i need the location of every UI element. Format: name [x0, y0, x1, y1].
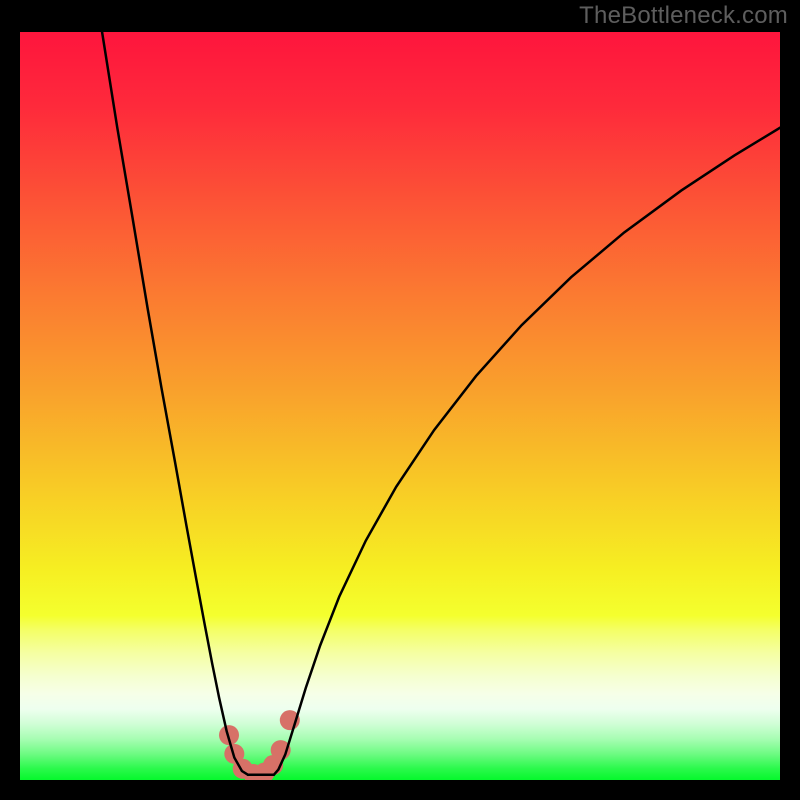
plot-area — [20, 32, 780, 780]
frame-border-right — [780, 0, 800, 800]
frame-border-bottom — [0, 780, 800, 800]
bottleneck-curve-svg — [20, 32, 780, 780]
frame-border-left — [0, 0, 20, 800]
chart-frame: TheBottleneck.com — [0, 0, 800, 800]
curve-left-branch — [102, 32, 248, 775]
watermark-text: TheBottleneck.com — [579, 2, 788, 30]
curve-right-branch — [274, 128, 780, 775]
